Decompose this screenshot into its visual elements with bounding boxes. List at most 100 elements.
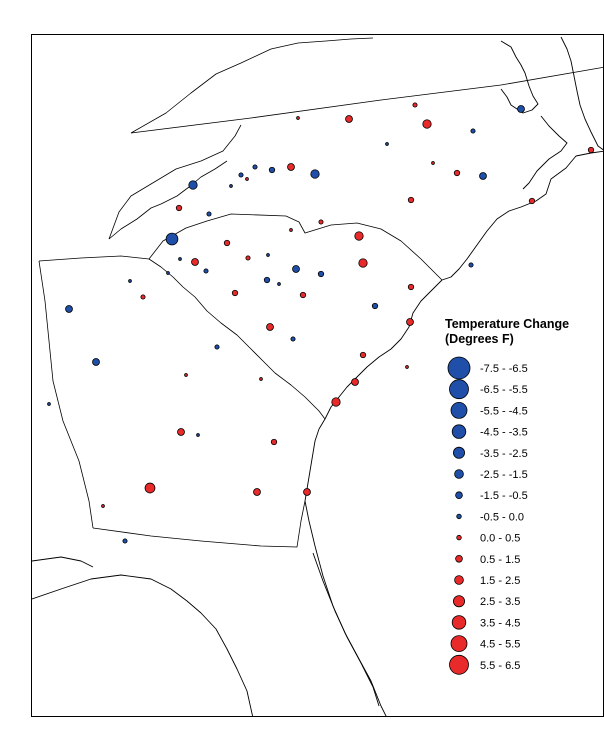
station-marker <box>479 172 487 180</box>
legend-symbol <box>452 595 465 608</box>
legend-label: -4.5 - -3.5 <box>480 427 528 439</box>
station-marker <box>65 305 73 313</box>
legend-label: -2.5 - -1.5 <box>480 469 528 481</box>
delmarva-coast <box>560 36 603 151</box>
station-marker <box>166 271 170 275</box>
station-marker <box>214 344 220 350</box>
al-gulf-coast <box>32 556 94 568</box>
legend-title: Temperature Change <box>445 317 569 331</box>
legend-label: 0.5 - 1.5 <box>480 554 520 566</box>
station-marker <box>206 211 212 217</box>
legend-symbol <box>447 356 471 380</box>
station-marker <box>177 428 185 436</box>
station-marker <box>290 336 296 342</box>
station-marker <box>47 402 51 406</box>
ga-fl-border <box>92 500 306 548</box>
station-marker <box>144 482 156 494</box>
ga-north-border <box>38 255 150 262</box>
legend-symbol <box>455 491 463 500</box>
station-marker <box>470 128 476 134</box>
legend-label: 3.5 - 4.5 <box>480 617 520 629</box>
station-marker <box>407 196 415 204</box>
nc-tn-border <box>108 160 228 240</box>
station-marker <box>296 116 300 120</box>
station-marker <box>259 377 263 381</box>
sc-ga-border <box>148 258 326 420</box>
station-marker <box>175 204 183 212</box>
legend-label: -3.5 - -2.5 <box>480 448 528 460</box>
station-markers <box>47 102 595 544</box>
station-marker <box>422 119 432 129</box>
station-marker <box>318 219 324 225</box>
map-canvas: Temperature Change(Degrees F) -7.5 - -6.5… <box>32 36 603 716</box>
legend-symbol <box>449 654 469 675</box>
station-marker <box>268 166 276 174</box>
legend-symbol <box>451 615 467 630</box>
station-marker <box>245 255 251 261</box>
legend-symbol <box>449 379 469 400</box>
station-marker <box>412 102 418 108</box>
station-marker <box>122 538 128 544</box>
station-marker <box>517 105 525 113</box>
station-marker <box>345 115 353 123</box>
station-marker <box>453 169 461 177</box>
station-marker <box>289 228 293 232</box>
station-marker <box>263 276 271 284</box>
legend-symbol <box>455 554 463 563</box>
nc-coast <box>441 150 603 281</box>
legend-symbol <box>450 401 468 419</box>
legend-label: 1.5 - 2.5 <box>480 575 520 587</box>
station-marker <box>203 268 209 274</box>
station-marker <box>431 161 435 165</box>
station-marker <box>310 169 320 179</box>
legend-label: -6.5 - -5.5 <box>480 384 528 396</box>
legend-label: 4.5 - 5.5 <box>480 639 520 651</box>
legend-symbol <box>452 446 465 459</box>
station-marker <box>178 257 182 261</box>
station-marker <box>196 433 200 437</box>
fl-east-coast <box>304 500 387 716</box>
station-marker <box>468 262 474 268</box>
fl-lagoon <box>312 552 380 707</box>
fl-gulf-coast <box>32 574 254 716</box>
legend-label: -0.5 - 0.0 <box>480 511 524 523</box>
station-marker <box>128 279 132 283</box>
station-marker <box>385 142 389 146</box>
station-marker <box>184 373 188 377</box>
station-marker <box>191 258 199 266</box>
legend-label: -7.5 - -6.5 <box>480 363 528 375</box>
station-marker <box>292 265 300 273</box>
station-marker <box>351 378 359 386</box>
station-marker <box>528 197 536 205</box>
station-marker <box>405 365 409 369</box>
legend-label: -5.5 - -4.5 <box>480 405 528 417</box>
legend-label: 0.0 - 0.5 <box>480 533 520 545</box>
legend-symbol <box>451 424 467 439</box>
station-marker <box>101 504 105 508</box>
pamlico-sound-shore <box>522 115 568 190</box>
station-marker <box>188 180 198 190</box>
station-marker <box>252 164 258 170</box>
station-marker <box>165 232 179 246</box>
station-marker <box>238 172 244 178</box>
chesapeake-coast <box>500 40 539 114</box>
nc-sc-border <box>148 213 443 281</box>
station-marker <box>371 302 379 310</box>
appalachian-boundary <box>130 37 374 134</box>
legend-symbol <box>450 635 468 652</box>
legend-symbol <box>456 513 462 520</box>
station-marker <box>331 397 341 407</box>
station-marker <box>229 184 233 188</box>
ga-al-border <box>38 260 94 529</box>
station-marker <box>253 488 261 496</box>
legend-symbol <box>454 575 464 585</box>
station-marker <box>407 283 415 291</box>
va-wv-boundary <box>108 124 242 240</box>
station-marker <box>359 351 367 359</box>
station-marker <box>245 177 249 181</box>
station-marker <box>223 239 231 247</box>
station-marker <box>270 438 278 446</box>
station-marker <box>587 146 595 154</box>
map-frame: Temperature Change (Degrees F) -7.5 - -6.5… <box>31 34 604 717</box>
legend-label: 2.5 - 3.5 <box>480 596 520 608</box>
